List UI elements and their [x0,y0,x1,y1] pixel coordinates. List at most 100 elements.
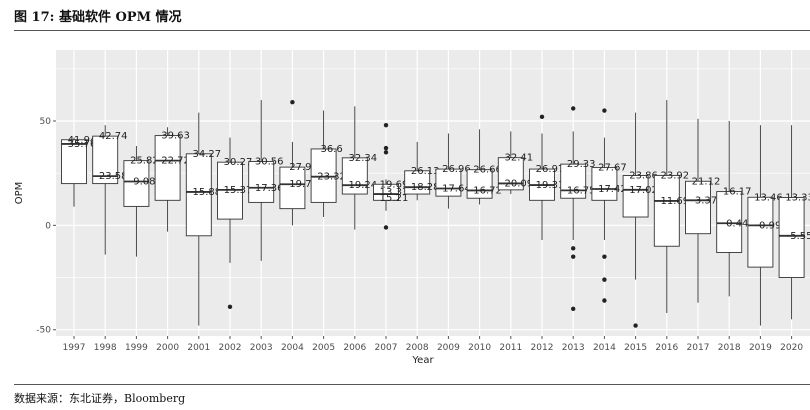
box-2003: 30.56 17.36 [248,100,284,261]
y-tick-label: 50 [40,117,52,127]
box-2012: 26.97 19.31 [529,114,565,240]
iqr-box [279,166,306,210]
outlier-point [383,145,389,151]
data-label: 29.33 [567,159,596,170]
data-label: 17.42 [598,184,627,195]
x-tick-label: 2014 [593,343,616,353]
box-2000: 39.63 22.72 [154,127,190,232]
data-label: 15.21 [380,193,409,204]
data-label: 42.74 [99,131,128,142]
outlier-point [571,254,576,259]
outlier-point [602,298,607,303]
data-label: 41.94 [68,135,97,146]
outlier-point [383,122,389,128]
x-tick-label: 1999 [125,343,148,353]
data-label: 34.27 [192,149,221,160]
outlier-point [571,106,576,111]
x-tick-label: 1997 [63,343,86,353]
iqr-box [154,135,181,201]
outlier-point [383,150,389,155]
iqr-box [747,196,774,268]
data-label: 27.67 [598,163,627,174]
iqr-box [310,148,337,203]
iqr-box [373,183,399,201]
y-tick-label: -50 [36,326,51,336]
y-tick-label: 0 [45,221,51,231]
box-2020: 13.33 -5.55 [778,125,810,320]
outlier-point [539,114,545,120]
x-tick-label: 2018 [718,343,741,353]
data-label: 26.97 [536,164,565,175]
data-label: 32.34 [348,153,377,164]
x-tick-label: 2003 [250,343,273,353]
data-label: 32.41 [504,153,533,164]
data-label: 15.88 [192,187,221,198]
data-label: 16.75 [567,185,596,196]
x-tick-label: 2020 [780,343,803,353]
x-tick-label: 2001 [187,343,210,353]
x-tick-label: 2006 [343,343,366,353]
x-tick-label: 2008 [406,343,429,353]
data-label: 0.44 [726,218,748,229]
data-label: 23.32 [317,172,346,183]
box-2009: 26.96 17.64 [435,133,471,209]
data-label: 36.6 [320,144,342,155]
box-2015: 23.86 17.02 [622,112,658,328]
iqr-box [778,197,805,278]
data-label: 30.27 [224,157,253,168]
data-label: 16.72 [473,185,502,196]
title-rule [14,30,810,31]
x-axis-title: Year [411,355,434,366]
figure-title: 图 17: 基础软件 OPM 情况 [14,10,182,25]
outlier-point [383,225,389,230]
x-tick-label: 2000 [156,343,179,353]
box-2008: 26.13 18.28 [404,141,440,201]
iqr-box [435,168,462,197]
data-label: 19.31 [536,180,565,191]
box-1999: 25.82 9.08 [123,146,159,257]
data-label: 20.09 [504,178,533,189]
box-2010: 26.66 16.72 [466,129,502,205]
box-2005: 36.6 23.32 [310,110,346,218]
data-label: 17.02 [629,185,658,196]
iqr-box [653,174,680,247]
box-2016: 23.92 11.69 [653,100,689,314]
data-label: -5.55 [787,231,810,242]
box-2013: 29.33 16.75 [560,106,596,312]
outlier-point [571,306,576,312]
outlier-point [227,304,233,309]
data-label: 17.36 [255,183,284,194]
data-label: 23.92 [660,170,689,181]
outlier-point [290,99,295,105]
data-label: 21.12 [692,176,721,187]
plot-panel [56,50,810,336]
x-tick-label: 2012 [531,343,554,353]
iqr-box [404,170,431,195]
iqr-box [341,157,368,195]
box-2002: 30.27 15.37 [217,137,253,309]
y-axis-title: OPM [14,182,25,205]
data-label: 9.08 [133,177,155,188]
iqr-box [560,163,587,199]
data-label: 11.69 [660,196,689,207]
iqr-box [466,169,493,199]
x-tick-label: 2011 [499,343,522,353]
data-label: 26.66 [473,165,502,176]
iqr-box [685,180,711,235]
data-label: 27.9 [289,162,311,173]
box-2018: 16.17 0.44 [716,120,752,297]
box-2011: 32.41 20.09 [497,131,533,195]
iqr-box [716,191,743,253]
x-tick-label: 2009 [437,343,460,353]
data-label: -0.99 [755,220,781,231]
data-label: 19.69 [380,179,409,190]
x-tick-label: 2010 [468,343,491,353]
data-label: 19.7 [289,179,311,190]
box-2014: 27.67 17.42 [591,108,627,303]
iqr-box [591,167,618,201]
x-tick-label: 2015 [624,343,647,353]
x-tick-label: 2019 [749,343,772,353]
data-label: 17.64 [442,184,471,195]
box-2017: 21.12 3.37 [685,118,721,303]
